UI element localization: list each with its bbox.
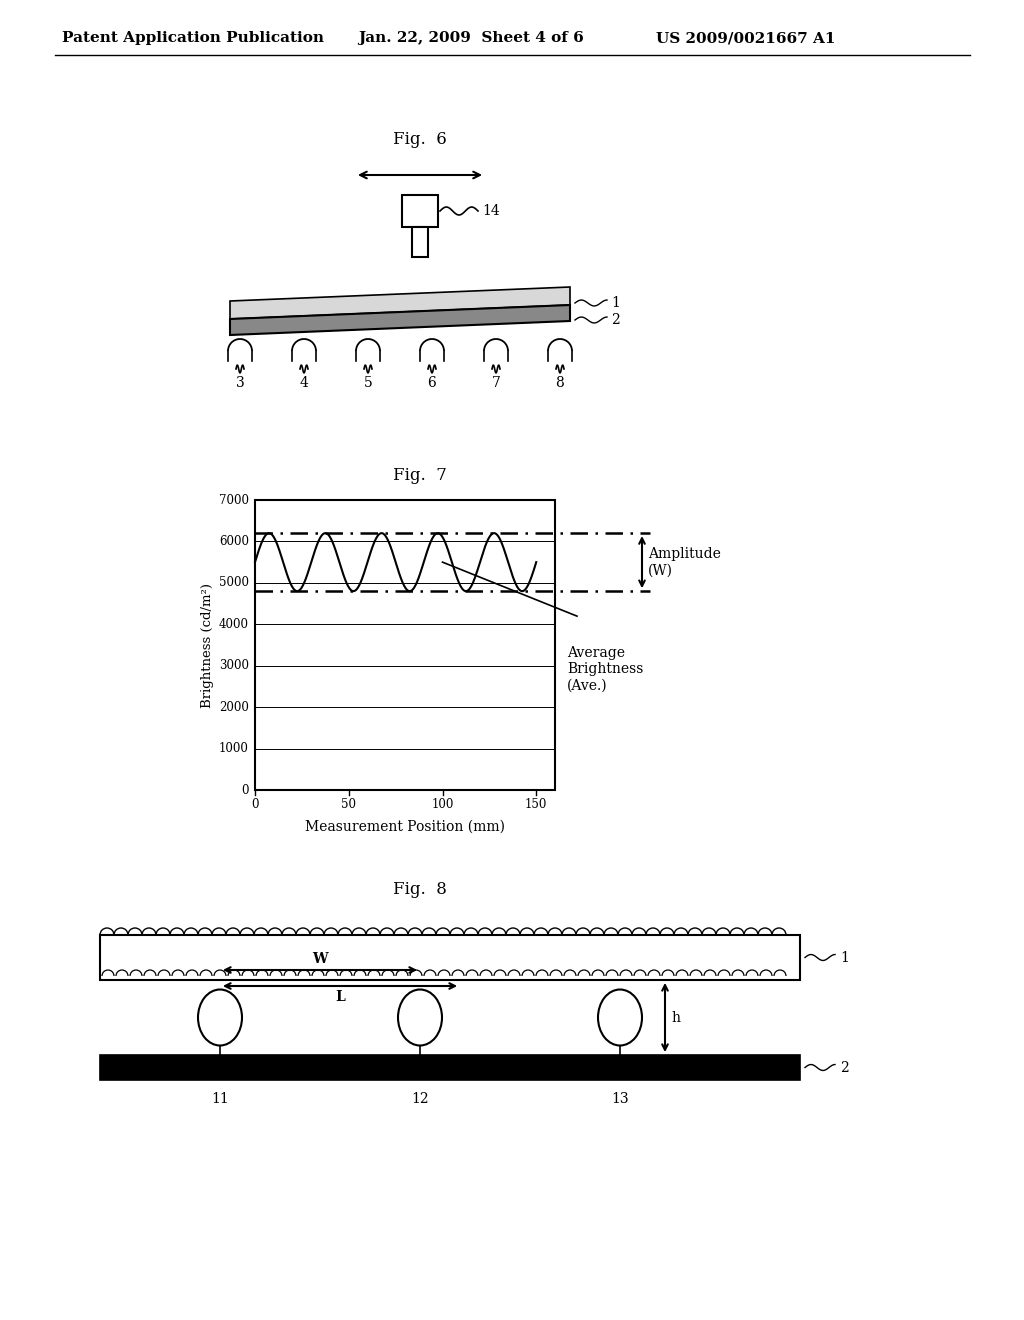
Text: 1000: 1000 [219, 742, 249, 755]
Text: Jan. 22, 2009  Sheet 4 of 6: Jan. 22, 2009 Sheet 4 of 6 [358, 30, 584, 45]
Text: 2000: 2000 [219, 701, 249, 714]
Text: US 2009/0021667 A1: US 2009/0021667 A1 [656, 30, 836, 45]
Text: 7: 7 [492, 376, 501, 389]
Bar [255, 500, 555, 789]
Text: 100: 100 [431, 799, 454, 810]
Bar [412, 227, 428, 257]
Text: 14: 14 [482, 205, 500, 218]
Text: 5: 5 [364, 376, 373, 389]
Polygon shape [230, 286, 570, 319]
Text: 150: 150 [525, 799, 548, 810]
Text: 13: 13 [611, 1092, 629, 1106]
Bar [100, 935, 800, 979]
Text: 5000: 5000 [219, 577, 249, 589]
Text: 4: 4 [300, 376, 308, 389]
Text: L: L [335, 990, 345, 1005]
Text: h: h [671, 1011, 680, 1024]
Text: Average
Brightness
(Ave.): Average Brightness (Ave.) [567, 647, 643, 693]
Text: Amplitude
(W): Amplitude (W) [648, 546, 721, 577]
Text: 0: 0 [251, 799, 259, 810]
Text: 4000: 4000 [219, 618, 249, 631]
Bar [402, 195, 438, 227]
Text: Brightness (cd/m²): Brightness (cd/m²) [201, 582, 213, 708]
Text: 3000: 3000 [219, 659, 249, 672]
Bar [100, 1055, 800, 1080]
Text: W: W [312, 952, 328, 966]
Polygon shape [230, 305, 570, 335]
Text: 3: 3 [236, 376, 245, 389]
Text: Fig.  8: Fig. 8 [393, 882, 446, 899]
Text: Fig.  7: Fig. 7 [393, 466, 446, 483]
Text: Fig.  6: Fig. 6 [393, 132, 446, 149]
Text: 6: 6 [428, 376, 436, 389]
Text: Measurement Position (mm): Measurement Position (mm) [305, 820, 505, 834]
Text: 50: 50 [341, 799, 356, 810]
Text: Patent Application Publication: Patent Application Publication [62, 30, 324, 45]
Text: 2: 2 [840, 1060, 849, 1074]
Text: 12: 12 [412, 1092, 429, 1106]
Text: 8: 8 [556, 376, 564, 389]
Text: 7000: 7000 [219, 494, 249, 507]
Text: 11: 11 [211, 1092, 229, 1106]
Text: 6000: 6000 [219, 535, 249, 548]
Text: 2: 2 [611, 313, 620, 327]
Text: 1: 1 [840, 950, 849, 965]
Text: 0: 0 [242, 784, 249, 796]
Text: 1: 1 [611, 296, 620, 310]
